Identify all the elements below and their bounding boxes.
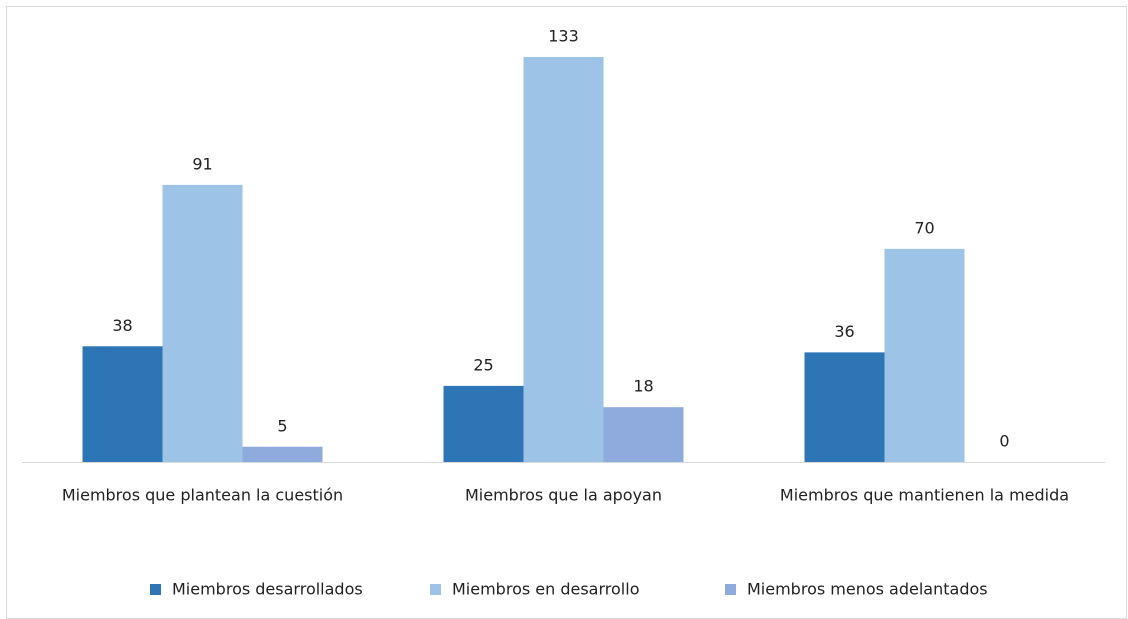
legend-swatch — [725, 584, 736, 595]
data-label: 0 — [999, 432, 1009, 451]
data-label: 91 — [192, 154, 212, 173]
data-label: 70 — [914, 218, 934, 237]
legend-swatch — [430, 584, 441, 595]
legend-label: Miembros en desarrollo — [452, 580, 639, 599]
bar — [603, 407, 684, 462]
bar — [443, 385, 524, 462]
bar — [82, 346, 163, 462]
bar — [242, 446, 323, 462]
legend-label: Miembros desarrollados — [172, 580, 363, 599]
x-tick-label: Miembros que la apoyan — [465, 486, 662, 505]
data-label: 38 — [112, 316, 132, 335]
bar — [162, 184, 243, 463]
bar — [804, 352, 885, 462]
legend-swatch — [150, 584, 161, 595]
bar — [523, 57, 604, 462]
data-label: 5 — [277, 416, 287, 435]
data-label: 133 — [548, 27, 579, 46]
data-label: 18 — [633, 377, 653, 396]
bar — [884, 248, 965, 462]
legend-label: Miembros menos adelantados — [747, 580, 988, 599]
data-label: 36 — [834, 322, 854, 341]
x-tick-label: Miembros que mantienen la medida — [780, 486, 1069, 505]
x-tick-label: Miembros que plantean la cuestión — [62, 486, 343, 505]
data-label: 25 — [473, 355, 493, 374]
